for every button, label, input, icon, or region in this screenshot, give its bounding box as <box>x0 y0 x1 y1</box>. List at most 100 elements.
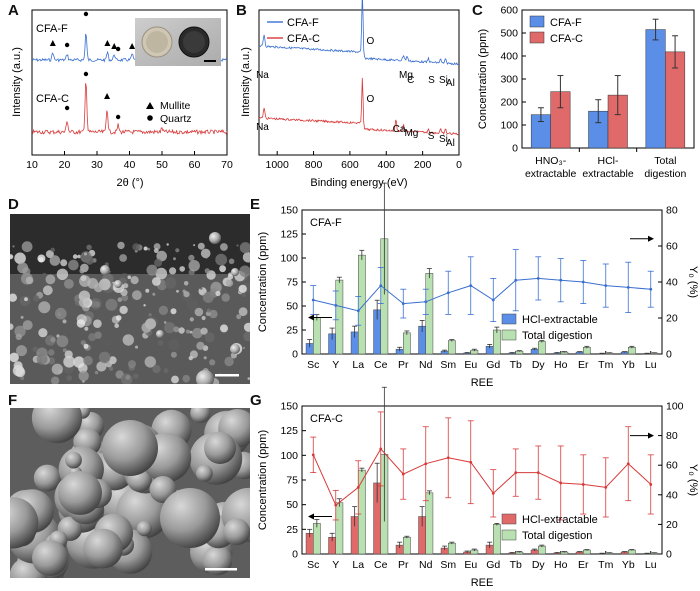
xps-xtick-label: 0 <box>456 159 462 171</box>
c-ytick-label: 400 <box>500 51 518 63</box>
ree-y0-point <box>379 447 383 451</box>
left-arrow-icon <box>308 513 314 520</box>
ree-xtick-label: Tb <box>510 559 522 571</box>
ree-y2tick-label: 20 <box>666 313 678 325</box>
ree-y0-point <box>604 284 608 287</box>
ree-bar <box>628 347 636 355</box>
ree-y2label: Y₀ (%) <box>687 464 699 496</box>
ree-y2tick-label: 40 <box>666 489 678 501</box>
ree-ytick-label: 150 <box>280 401 298 413</box>
xrd-xtick-label: 40 <box>124 159 136 171</box>
xps-peak-label: Mg <box>404 128 418 139</box>
xps-xtick-label: 800 <box>305 159 323 171</box>
ree-legend-label: HCl-extractable <box>522 514 598 526</box>
mullite-marker-icon <box>104 40 111 46</box>
ree-y2tick-label: 20 <box>666 519 678 531</box>
ree-xtick-label: Eu <box>464 559 477 571</box>
ree-xtick-label: Ce <box>374 559 388 571</box>
ree-bar <box>425 273 434 355</box>
ree-y0-point <box>559 278 563 282</box>
xrd-pattern-cfa-c <box>31 83 228 136</box>
sem-d-particle <box>114 280 122 288</box>
xrd-xtick-label: 50 <box>156 159 168 171</box>
ree-bar <box>403 332 411 355</box>
quartz-marker-icon <box>147 115 153 121</box>
inset-photo <box>135 18 221 66</box>
ree-ytick-label: 75 <box>286 475 298 487</box>
xps-xlabel: Binding energy (eV) <box>310 177 407 189</box>
ree-bar <box>493 524 501 555</box>
c-category-label: digestion <box>644 168 686 180</box>
c-ytick-label: 500 <box>500 28 518 40</box>
xps-peak-label: Si <box>439 134 448 145</box>
panel-letter-a: A <box>8 2 19 19</box>
xps-ylabel: Intensity (a.u.) <box>240 47 252 117</box>
ree-y0-point <box>626 462 630 466</box>
sem-f-sphere <box>204 432 236 464</box>
sem-image-cfa-f <box>10 214 250 384</box>
c-ytick-label: 600 <box>500 5 518 17</box>
left-arrow-icon <box>308 314 314 321</box>
c-ytick-label: 0 <box>512 143 518 155</box>
ree-ylabel: Concentration (ppm) <box>257 430 269 530</box>
ree-xtick-label: Pr <box>398 559 409 571</box>
xps-peak-label: S <box>428 131 435 142</box>
ree-y2tick-label: 60 <box>666 460 678 472</box>
ree-y0-point <box>424 462 428 466</box>
ree-ytick-label: 125 <box>280 229 298 241</box>
c-category-label: extractable <box>582 168 634 180</box>
ree-bar <box>583 347 591 355</box>
panel-letter-g: G <box>250 392 262 409</box>
ree-legend-label: HCl-extractable <box>522 314 598 326</box>
c-ytick-label: 300 <box>500 74 518 86</box>
xps-xtick-label: 400 <box>378 159 396 171</box>
ree-xtick-label: Y <box>332 359 339 371</box>
bar-chart-c: 0 100 200 300 400 500 600 Concentration (ppm) HN… <box>477 5 695 180</box>
ree-y2tick-label: 80 <box>666 430 678 442</box>
panel-letter-f: F <box>8 392 18 409</box>
c-category-label: extractable <box>525 168 577 180</box>
ree-ytick-label: 100 <box>280 253 298 265</box>
ree-y0-point <box>559 481 563 485</box>
c-category-label: Total <box>654 155 676 167</box>
ree-xtick-label: Dy <box>532 559 546 571</box>
ree-bar <box>425 492 434 555</box>
ree-ytick-label: 50 <box>286 301 298 313</box>
xps-xtick-label: 200 <box>414 159 432 171</box>
sem-d-particle <box>196 370 214 384</box>
ree-chart-cfa-c: 0 25 50 75 100 125 150 0 20 40 60 80 100 Concentratio… <box>257 386 699 589</box>
ree-xtick-label: Gd <box>486 359 500 371</box>
quartz-marker-icon <box>64 105 70 111</box>
ree-xtick-label: Yb <box>622 559 635 571</box>
ree-bar <box>403 536 411 555</box>
ree-bar <box>313 317 321 355</box>
sem-f-sphere <box>102 420 158 476</box>
c-legend-label: CFA-F <box>550 17 582 29</box>
ree-y2tick-label: 0 <box>666 349 672 361</box>
legend-mullite: Mullite <box>160 100 191 112</box>
quartz-marker-icon <box>83 71 89 77</box>
ree-xtick-label: Yb <box>622 359 635 371</box>
xps-peak-label: S <box>428 75 435 86</box>
xrd-xlabel: 2θ (°) <box>116 177 143 189</box>
ree-ytick-label: 0 <box>292 549 298 561</box>
c-ytick-label: 200 <box>500 97 518 109</box>
ree-xtick-label: La <box>352 359 364 371</box>
xps-peak-label: Si <box>439 75 448 86</box>
xrd-xtick-label: 10 <box>26 159 38 171</box>
ree-ytick-label: 75 <box>286 277 298 289</box>
mullite-marker-icon <box>111 43 118 49</box>
ree-legend-swatch <box>501 329 517 341</box>
ree-y0-point <box>581 483 585 486</box>
ree-bar <box>583 549 591 555</box>
ree-xtick-label: Ho <box>554 559 568 571</box>
sem-d-particle <box>100 265 110 275</box>
ree-y0-point <box>334 503 338 507</box>
xrd-xtick-label: 30 <box>91 159 103 171</box>
ree-bar <box>313 523 321 555</box>
xps-spectrum-cfa-f <box>258 0 460 66</box>
ree-y0-point <box>491 491 495 495</box>
sem-d-particle <box>230 344 240 354</box>
c-legend-swatch <box>529 31 545 44</box>
ree-ytick-label: 125 <box>280 425 298 437</box>
